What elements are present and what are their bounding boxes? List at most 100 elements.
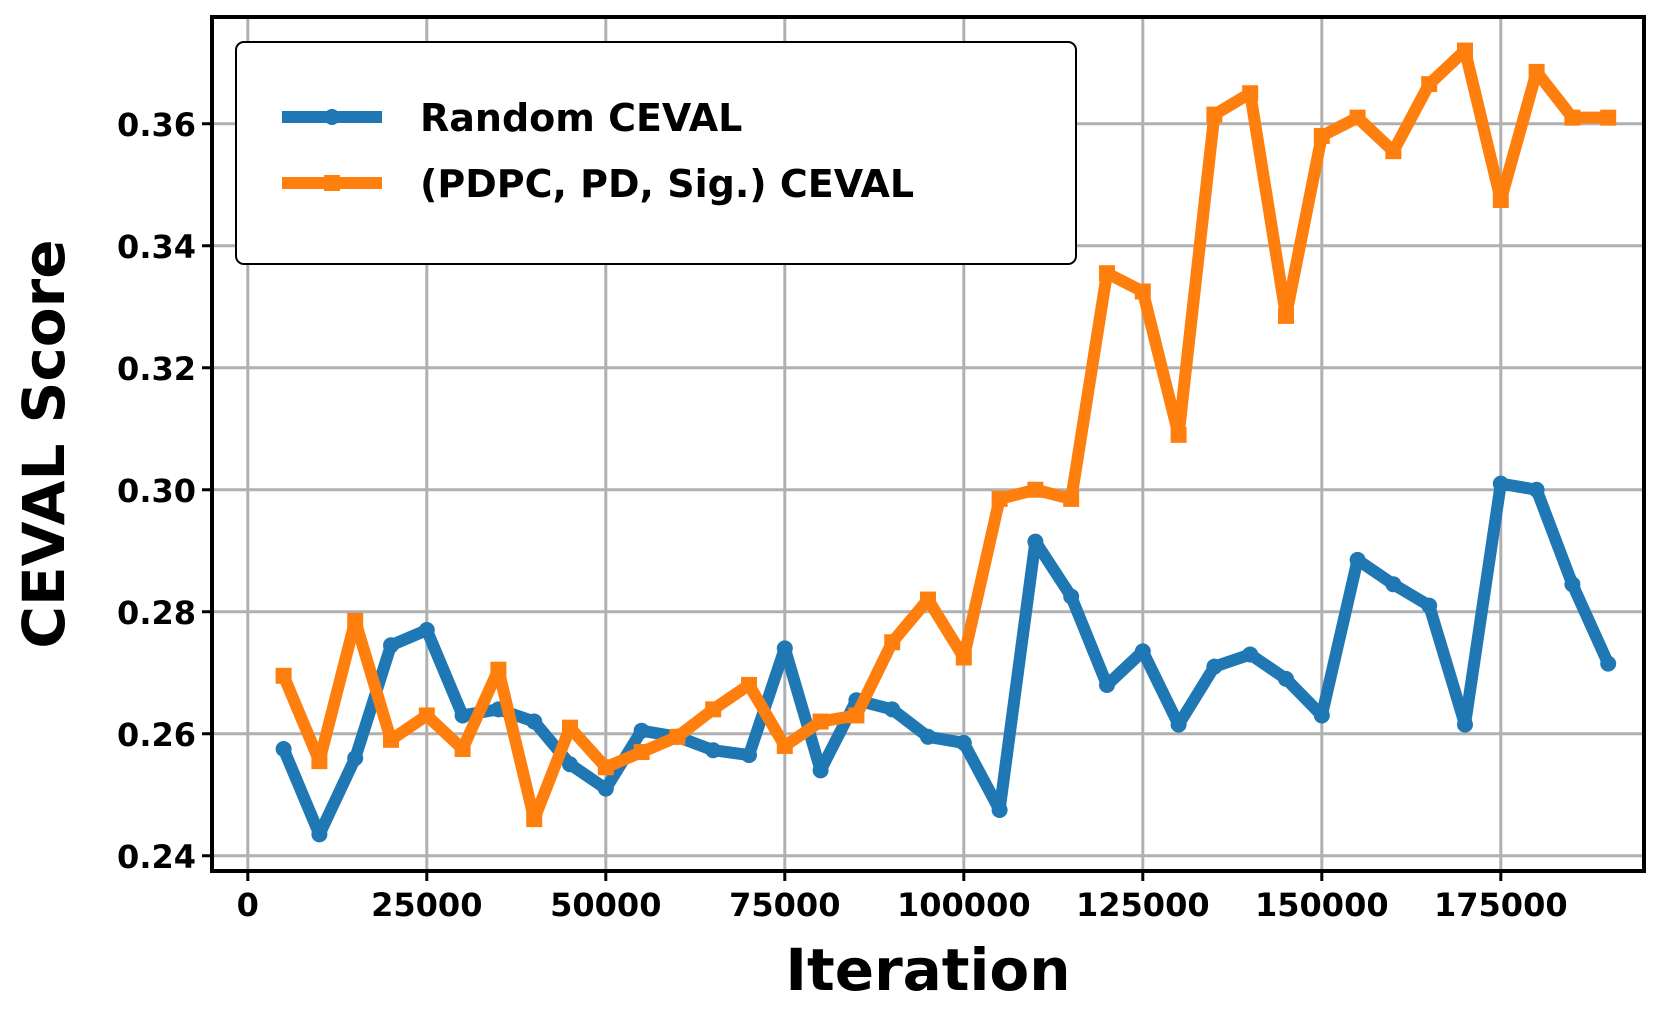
- data-point: [1564, 576, 1581, 593]
- data-point: [1313, 127, 1330, 144]
- legend: Random CEVAL (PDPC, PD, Sig.) CEVAL: [235, 41, 1077, 265]
- x-axis-title: Iteration: [785, 936, 1070, 1004]
- y-tick-label: 0.32: [117, 350, 196, 388]
- data-point: [1492, 475, 1509, 492]
- y-axis-title: CEVAL Score: [10, 239, 78, 648]
- data-point: [1457, 716, 1473, 733]
- data-point: [562, 719, 578, 736]
- x-tick-label: 75000: [729, 886, 840, 924]
- data-point: [526, 713, 543, 730]
- data-point: [1600, 109, 1617, 126]
- data-point: [991, 490, 1008, 507]
- data-point: [1278, 307, 1294, 324]
- data-point: [311, 753, 328, 770]
- data-point: [454, 707, 471, 724]
- data-point: [848, 707, 865, 724]
- data-point: [1457, 42, 1473, 59]
- data-point: [490, 661, 507, 678]
- series-layer: [275, 42, 1617, 843]
- data-point: [1421, 597, 1438, 614]
- data-point: [1313, 707, 1330, 724]
- data-point: [776, 737, 793, 754]
- data-point: [669, 728, 686, 745]
- data-point: [454, 741, 471, 757]
- data-point: [955, 734, 972, 751]
- data-point: [1421, 76, 1438, 93]
- data-point: [812, 762, 829, 779]
- y-tick-label: 0.24: [117, 838, 196, 876]
- data-point: [562, 756, 578, 773]
- data-point: [1492, 192, 1509, 208]
- data-point: [1385, 576, 1402, 593]
- data-point: [275, 741, 292, 757]
- ticks: 0 25000 50000 75000 100000 125000 150000 175000…: [117, 106, 1568, 924]
- data-point: [633, 722, 650, 739]
- legend-item-1: Random CEVAL: [282, 96, 742, 140]
- data-point: [741, 676, 757, 693]
- data-point: [383, 731, 399, 748]
- data-point: [1170, 426, 1187, 443]
- data-point: [812, 713, 829, 730]
- data-point: [418, 622, 435, 639]
- legend-swatch-marker: [324, 175, 340, 191]
- data-point: [1600, 655, 1617, 672]
- data-point: [776, 640, 793, 657]
- data-point: [1134, 283, 1151, 300]
- legend-box: [235, 41, 1077, 265]
- y-tick-label: 0.34: [117, 228, 196, 266]
- data-point: [597, 759, 614, 776]
- legend-label: Random CEVAL: [420, 96, 742, 140]
- data-point: [347, 612, 364, 629]
- data-point: [275, 667, 292, 684]
- y-tick-label: 0.36: [117, 106, 196, 144]
- data-point: [705, 701, 722, 718]
- data-point: [1242, 646, 1259, 663]
- x-tick-label: 100000: [897, 886, 1031, 924]
- x-tick-label: 150000: [1255, 886, 1389, 924]
- data-point: [1278, 670, 1294, 687]
- x-tick-label: 125000: [1076, 886, 1210, 924]
- data-point: [1528, 481, 1545, 498]
- data-point: [633, 744, 650, 761]
- data-point: [597, 780, 614, 797]
- data-point: [1063, 588, 1080, 605]
- data-point: [884, 701, 901, 718]
- data-point: [955, 649, 972, 666]
- data-point: [1385, 143, 1402, 160]
- y-tick-label: 0.28: [117, 594, 196, 632]
- data-point: [1063, 490, 1080, 507]
- data-point: [1206, 658, 1223, 675]
- x-tick-label: 0: [237, 886, 259, 924]
- data-point: [1242, 85, 1259, 102]
- y-tick-label: 0.26: [117, 716, 196, 754]
- data-point: [705, 742, 722, 759]
- data-point: [347, 750, 364, 767]
- data-point: [1528, 63, 1545, 80]
- legend-label: (PDPC, PD, Sig.) CEVAL: [420, 162, 914, 206]
- data-point: [1134, 643, 1151, 660]
- x-tick-label: 175000: [1434, 886, 1568, 924]
- data-point: [1027, 533, 1044, 550]
- series-2: [275, 42, 1617, 828]
- data-point: [418, 707, 435, 724]
- plot-frame: [210, 15, 1646, 873]
- data-point: [1349, 551, 1366, 568]
- data-point: [920, 591, 936, 608]
- data-point: [991, 802, 1008, 818]
- data-point: [741, 747, 757, 764]
- data-point: [311, 826, 328, 843]
- data-point: [1206, 106, 1223, 123]
- data-point: [383, 637, 399, 654]
- data-point: [1099, 265, 1115, 282]
- legend-swatch-marker: [324, 109, 340, 125]
- x-tick-label: 25000: [371, 886, 482, 924]
- data-point: [1564, 109, 1581, 126]
- data-point: [1349, 109, 1366, 126]
- data-point: [526, 811, 543, 828]
- x-tick-label: 50000: [550, 886, 661, 924]
- data-point: [884, 634, 901, 651]
- y-tick-label: 0.30: [117, 472, 196, 510]
- data-point: [920, 728, 936, 745]
- data-point: [1027, 481, 1044, 498]
